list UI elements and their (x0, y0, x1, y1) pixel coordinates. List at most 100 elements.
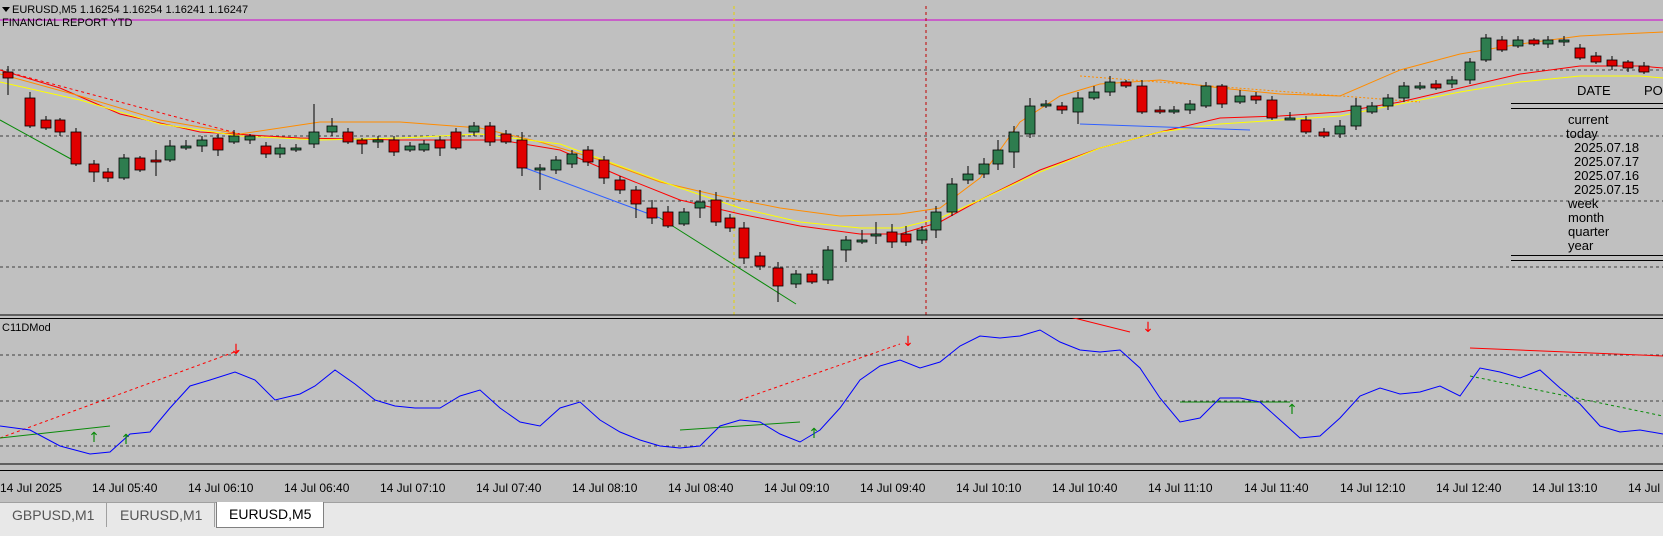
bear-candle (356, 139, 368, 145)
chart-tab-bar: GBPUSD,M1 EURUSD,M1 EURUSD,M5 (0, 502, 1663, 536)
moving-average-lines (0, 31, 1663, 235)
bull-candle (180, 145, 192, 149)
report-separator-top (1511, 103, 1663, 109)
bear-candle (1606, 59, 1618, 67)
bull-candle (1382, 97, 1394, 107)
trend-line-red (0, 69, 241, 135)
bear-candle (738, 227, 750, 259)
bear-candle (806, 273, 818, 283)
oscillator-line (0, 329, 1663, 455)
tab-gbpusd-m1[interactable]: GBPUSD,M1 (0, 503, 108, 527)
bear-candle (1622, 61, 1634, 69)
symbol-info: EURUSD,M5 1.16254 1.16254 1.16241 1.1624… (12, 4, 249, 16)
ma-yellow-line (0, 75, 1663, 229)
bull-candle (326, 125, 338, 133)
trend-line-green (0, 119, 81, 165)
bull-candle (468, 125, 480, 133)
time-axis-label: 14 Jul 09:40 (860, 481, 926, 495)
time-axis-label: 14 Jul 12:10 (1340, 481, 1406, 495)
bear-candle (1318, 131, 1330, 137)
divergence-line-red (1071, 318, 1131, 333)
time-axis-label: 14 Jul 05:40 (92, 481, 158, 495)
bull-candle (978, 163, 990, 175)
bull-candle (244, 135, 256, 141)
bull-candle (1040, 103, 1052, 107)
time-axis-label: 14 Jul 12:40 (1436, 481, 1502, 495)
time-axis-label: 14 Jul 07:10 (380, 481, 446, 495)
bear-candle (1154, 109, 1166, 113)
divergence-line-red (0, 349, 241, 439)
bear-candle (1216, 85, 1228, 105)
time-axis-label: 14 Jul 08:40 (668, 481, 734, 495)
bull-candle (1542, 39, 1554, 45)
time-axis-label: 14 Jul 09:10 (764, 481, 830, 495)
bear-candle (450, 131, 462, 149)
bear-candle (1266, 99, 1278, 119)
bull-candle (308, 131, 320, 145)
bear-candle (134, 157, 146, 171)
bull-candle (1104, 81, 1116, 93)
bull-candle (118, 157, 130, 179)
chart-menu-triangle-icon[interactable] (2, 7, 10, 12)
bull-candle (418, 143, 430, 151)
time-axis-label: 14 Jul 11:40 (1244, 481, 1309, 495)
bull-candle (290, 147, 302, 151)
bear-candle (24, 97, 36, 127)
bear-candle (40, 119, 52, 129)
report-header-po: PO (1644, 83, 1663, 98)
ma-red-line (0, 65, 1663, 235)
bull-candle (1558, 39, 1570, 43)
bull-candle (1334, 125, 1346, 135)
bull-candle (1414, 85, 1426, 89)
bear-candle (388, 139, 400, 153)
price-chart[interactable] (0, 0, 1663, 316)
time-axis-label: 14 Jul (1628, 481, 1661, 495)
bear-candle (1574, 47, 1586, 59)
bull-candle (962, 173, 974, 181)
bull-candle (1072, 97, 1084, 113)
bull-candle (1446, 79, 1458, 85)
time-axis-label: 14 Jul 06:40 (284, 481, 350, 495)
candlesticks (2, 34, 1650, 302)
ma-orange-line (0, 31, 1663, 217)
bull-candle (822, 249, 834, 281)
bear-candle (598, 159, 610, 179)
bull-candle (1184, 103, 1196, 111)
bull-candle (550, 159, 562, 171)
buy-arrow-icon: ↑ (808, 426, 820, 442)
bear-candle (1528, 39, 1540, 45)
bull-candle (856, 239, 868, 243)
bull-candle (1480, 37, 1492, 61)
bull-candle (1200, 85, 1212, 107)
divergence-line-red (1469, 347, 1663, 357)
report-separator-bottom (1511, 255, 1663, 261)
report-row-date: 2025.07.16 (1574, 168, 1640, 183)
bull-candle (196, 139, 208, 147)
bear-candle (710, 199, 722, 223)
bull-candle (1512, 39, 1524, 47)
indicator-name: C11DMod (2, 322, 51, 334)
bear-candle (260, 145, 272, 155)
bull-candle (1398, 85, 1410, 99)
tab-eurusd-m1[interactable]: EURUSD,M1 (108, 503, 216, 527)
bull-candle (1168, 109, 1180, 113)
time-axis-label: 14 Jul 08:10 (572, 481, 638, 495)
bear-candle (754, 255, 766, 267)
bull-candle (1350, 105, 1362, 127)
bull-candle (916, 229, 928, 241)
buy-arrow-icon: ↑ (1286, 402, 1298, 418)
bear-candle (646, 207, 658, 219)
bear-candle (342, 131, 354, 143)
bear-candle (150, 159, 162, 163)
tab-eurusd-m5[interactable]: EURUSD,M5 (216, 502, 325, 528)
report-row-week: week (1568, 196, 1599, 211)
bear-candle (1638, 65, 1650, 73)
bear-candle (434, 139, 446, 149)
trend-line-green (659, 217, 797, 305)
bear-candle (1300, 119, 1312, 133)
bear-candle (500, 133, 512, 143)
bear-candle (1590, 55, 1602, 63)
bull-candle (1234, 95, 1246, 103)
indicator-chart[interactable]: ↓ ↓ ↓ ↑ ↑ ↑ ↑ (0, 318, 1663, 468)
bear-candle (724, 217, 736, 229)
